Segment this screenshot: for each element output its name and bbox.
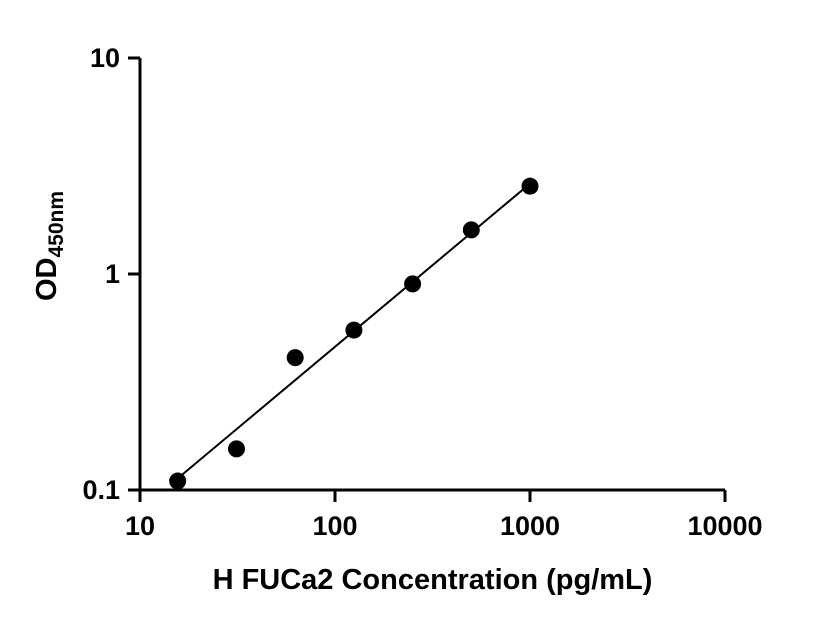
y-axis-title: OD450nm <box>31 191 68 301</box>
x-tick-label: 10 <box>125 511 155 541</box>
data-point <box>227 440 245 458</box>
y-tick-label: 0.1 <box>82 475 120 505</box>
data-point <box>404 275 422 293</box>
y-tick-label: 1 <box>105 259 120 289</box>
x-axis-title: H FUCa2 Concentration (pg/mL) <box>213 564 653 596</box>
data-point <box>169 472 187 490</box>
x-tick-label: 100 <box>312 511 357 541</box>
data-point <box>462 221 480 239</box>
data-point <box>345 321 363 339</box>
x-tick-label: 10000 <box>687 511 762 541</box>
x-tick-label: 1000 <box>500 511 560 541</box>
data-point <box>286 349 304 367</box>
data-point <box>521 177 539 195</box>
y-tick-label: 10 <box>90 43 120 73</box>
